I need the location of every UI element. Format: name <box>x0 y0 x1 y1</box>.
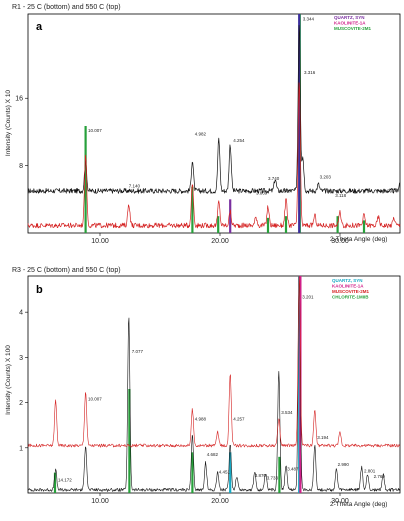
panel-a-x-axis-label: 2-Theta Angle (deg) <box>330 236 387 243</box>
peak-label: 3.344 <box>303 17 315 22</box>
diffraction-line <box>27 275 401 492</box>
panel-a-letter: a <box>36 21 43 33</box>
peak-label: 4.451 <box>219 470 231 475</box>
panel-b: R3 - 25 C (bottom) and 550 C (top) b Int… <box>5 267 401 508</box>
panel-a-reference-lines <box>84 14 366 233</box>
peak-label: 4.254 <box>233 138 245 143</box>
legend-entry: QUARTZ, SYN <box>332 278 363 283</box>
peak-label: 10.007 <box>88 396 102 401</box>
peak-label: 3.194 <box>317 435 329 440</box>
panel-a: R1 - 25 C (bottom) and 550 C (top) a Int… <box>5 4 401 245</box>
legend-entry: MUSCOVITE-2M1 <box>332 289 370 294</box>
peak-label: 4.682 <box>207 452 219 457</box>
panel-b-letter: b <box>36 284 43 296</box>
panel-a-frame <box>27 13 401 234</box>
panel-b-y-axis-label: Intensity (Counts) X 100 <box>5 345 12 415</box>
peak-label: 3.487 <box>287 466 299 471</box>
x-tick-label: 20.00 <box>211 498 229 505</box>
panel-b-peak-labels: 14.172 10.007 7.077 4.988 4.682 4.451 4.257 3.8… <box>58 295 385 483</box>
peak-label: 3.507 <box>280 189 292 194</box>
peak-label: 14.172 <box>58 478 72 483</box>
diffraction-line <box>27 82 401 229</box>
x-tick-label: 30.00 <box>331 238 349 245</box>
panel-a-ticks: 10.00 20.00 30.00 8 16 <box>15 96 349 245</box>
x-tick-label: 10.00 <box>91 498 109 505</box>
legend-entry: KAOLINITE-1A <box>332 284 364 289</box>
peak-label: 3.201 <box>302 295 314 300</box>
peak-label: 3.733 <box>267 475 279 480</box>
y-tick-label: 3 <box>19 355 23 362</box>
peak-label: 3.870 <box>255 473 267 478</box>
panel-a-y-axis-label: Intensity (Counts) X 10 <box>5 90 12 156</box>
peak-label: 3.118 <box>335 193 346 198</box>
legend-entry: KAOLINITE-1A <box>334 21 366 26</box>
peak-label: 7.077 <box>132 349 144 354</box>
peak-label: 3.316 <box>304 70 316 75</box>
panel-a-peak-labels: 10.007 4.982 4.254 7.140 3.344 3.316 3.203 3.86… <box>88 17 395 198</box>
peak-label: 3.869 <box>256 190 268 195</box>
x-tick-label: 30.00 <box>331 498 349 505</box>
panel-a-series <box>27 25 401 229</box>
y-tick-label: 2 <box>19 400 23 407</box>
peak-label: 2.801 <box>364 469 376 474</box>
peak-label: 2.993 <box>383 189 395 194</box>
panel-b-legend: QUARTZ, SYNKAOLINITE-1AMUSCOVITE-2M1CHLO… <box>332 278 370 300</box>
peak-label: 3.534 <box>281 410 293 415</box>
panel-b-ticks: 10.00 20.00 30.00 1 2 3 4 <box>19 310 349 505</box>
legend-entry: MUSCOVITE-2M1 <box>334 26 372 31</box>
peak-label: 10.007 <box>88 128 102 133</box>
diffraction-line <box>27 25 401 194</box>
peak-label: 4.982 <box>195 131 207 136</box>
panel-b-title: R3 - 25 C (bottom) and 550 C (top) <box>12 267 121 274</box>
peak-label: 3.740 <box>268 176 280 181</box>
peak-label: 4.988 <box>195 417 207 422</box>
legend-entry: QUARTZ, SYN <box>334 15 365 20</box>
y-tick-label: 8 <box>19 163 23 170</box>
peak-label: 2.769 <box>374 474 386 479</box>
panel-b-frame <box>27 275 401 494</box>
panel-b-reference-lines <box>53 276 302 493</box>
diffraction-line <box>27 275 401 448</box>
peak-label: 7.140 <box>129 184 141 189</box>
panel-a-title: R1 - 25 C (bottom) and 550 C (top) <box>12 4 121 11</box>
peak-label: 4.257 <box>233 417 245 422</box>
panel-b-series <box>27 275 401 492</box>
legend-entry: CHLORITE-1MIIB <box>332 295 369 300</box>
y-tick-label: 4 <box>19 310 23 317</box>
x-tick-label: 10.00 <box>91 238 109 245</box>
panel-b-x-axis-label: 2-Theta Angle (deg) <box>330 501 387 508</box>
peak-label: 2.990 <box>338 462 350 467</box>
y-tick-label: 1 <box>19 445 23 452</box>
x-tick-label: 20.00 <box>211 238 229 245</box>
peak-label: 3.203 <box>320 174 332 179</box>
y-tick-label: 16 <box>15 96 23 103</box>
